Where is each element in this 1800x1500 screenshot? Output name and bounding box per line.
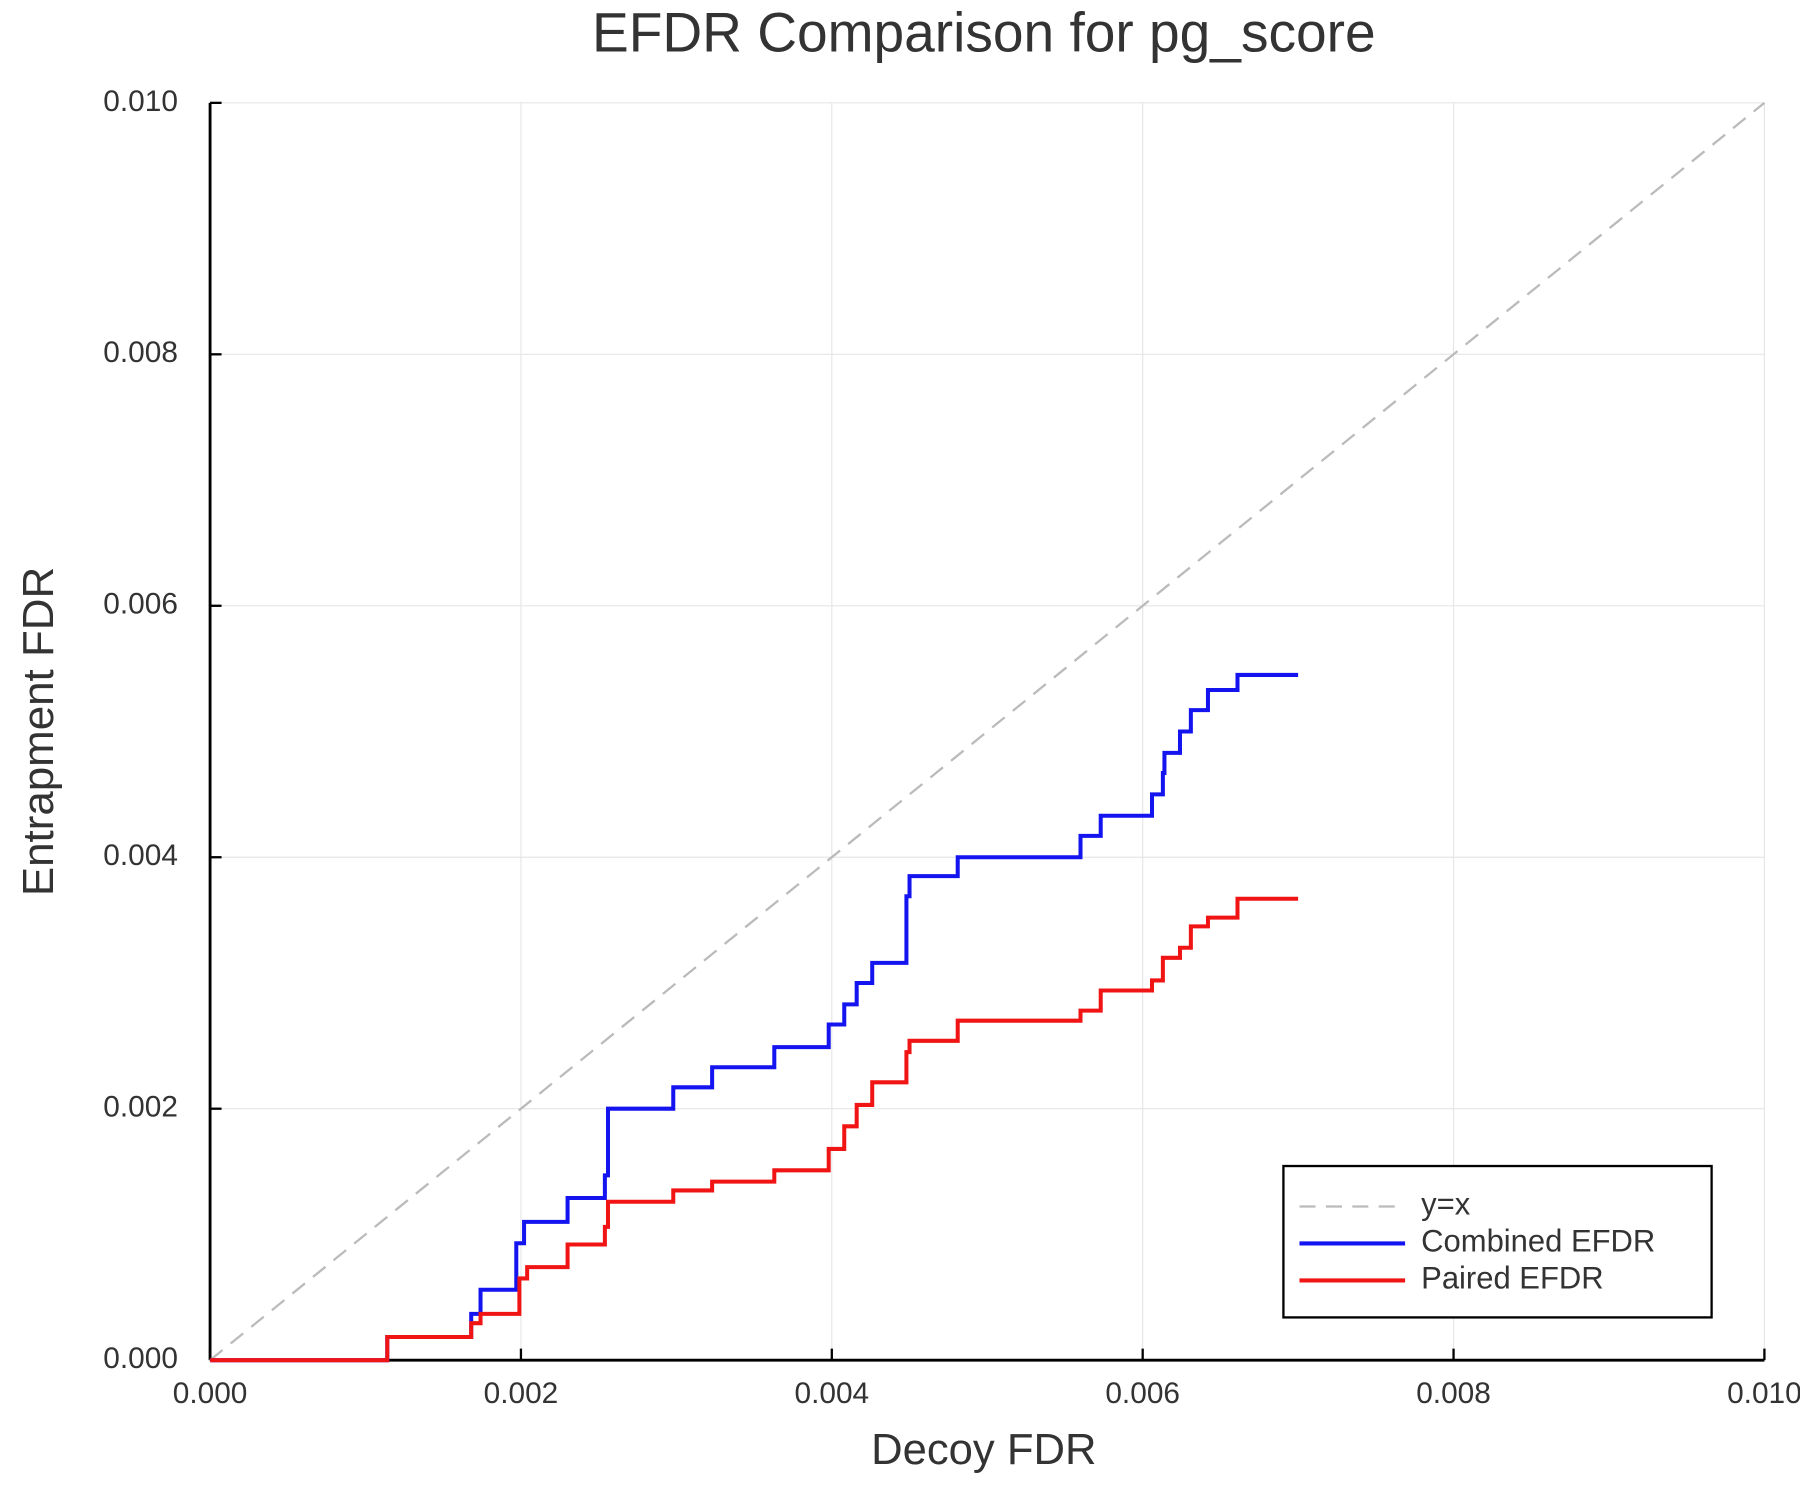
- x-tick-label: 0.008: [1416, 1377, 1491, 1410]
- x-axis-label: Decoy FDR: [871, 1425, 1096, 1474]
- y-tick-label: 0.006: [103, 588, 178, 621]
- x-tick-label: 0.010: [1727, 1377, 1800, 1410]
- x-tick-label: 0.004: [794, 1377, 869, 1410]
- y-tick-label: 0.004: [103, 839, 178, 872]
- legend-label: Combined EFDR: [1421, 1224, 1655, 1259]
- series-line: [209, 101, 1766, 1362]
- y-axis-label: Entrapment FDR: [14, 567, 63, 896]
- legend-label: Paired EFDR: [1421, 1261, 1603, 1296]
- y-tick-label: 0.010: [103, 85, 178, 118]
- y-tick-label: 0.002: [103, 1091, 178, 1124]
- y-tick-label: 0.000: [103, 1342, 178, 1375]
- series-line: [210, 672, 1299, 1363]
- x-tick-label: 0.002: [484, 1377, 559, 1410]
- x-tick-label: 0.006: [1105, 1377, 1180, 1410]
- x-tick-label: 0.000: [173, 1377, 248, 1410]
- y-tick-label: 0.008: [103, 336, 178, 369]
- series-line: [210, 896, 1299, 1363]
- legend-label: y=x: [1421, 1187, 1471, 1222]
- chart-title: EFDR Comparison for pg_score: [592, 1, 1376, 63]
